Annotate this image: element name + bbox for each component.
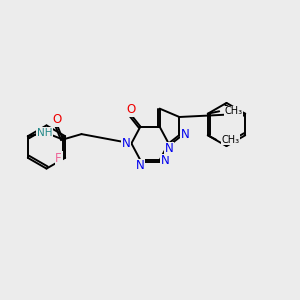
- Text: O: O: [127, 103, 136, 116]
- Text: N: N: [180, 128, 189, 142]
- Text: N: N: [135, 159, 144, 172]
- Text: N: N: [122, 137, 130, 150]
- Text: CH₃: CH₃: [224, 106, 242, 116]
- Text: N: N: [165, 142, 174, 155]
- Text: NH: NH: [37, 128, 52, 138]
- Text: F: F: [55, 152, 62, 165]
- Text: CH₃: CH₃: [221, 135, 239, 145]
- Text: O: O: [53, 113, 62, 127]
- Text: N: N: [160, 154, 169, 167]
